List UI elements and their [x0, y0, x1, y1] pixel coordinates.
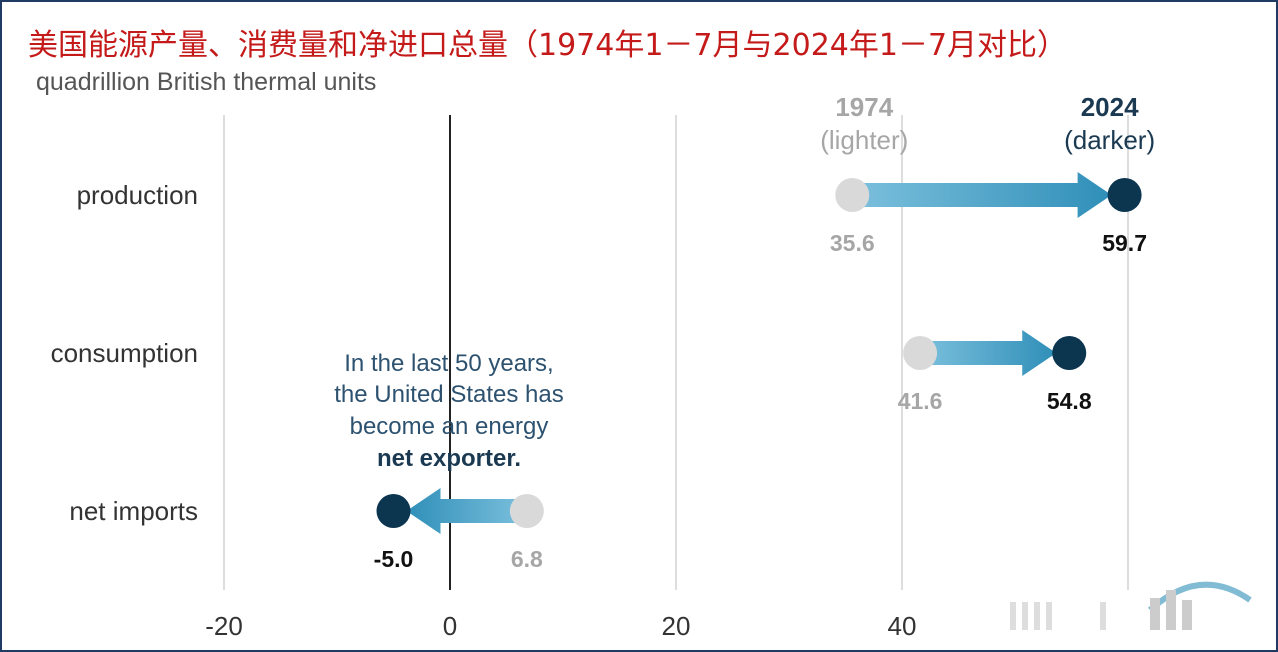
- point-1974-net-imports: [509, 494, 544, 528]
- annotation-line-2: the United States has: [334, 381, 563, 408]
- point-1974-production: [835, 178, 870, 212]
- value-label-1974: 41.6: [898, 388, 943, 414]
- marks-layer: 35.6 59.7 41.6 54.8 6.8 -5.0: [374, 172, 1147, 572]
- category-label-net-imports: net imports: [69, 496, 198, 526]
- chart-title: 美国能源产量、消费量和净进口总量（1974年1－7月与2024年1－7月对比）: [28, 28, 1068, 63]
- value-label-2024: 54.8: [1047, 388, 1092, 414]
- annotation-line-1: In the last 50 years,: [344, 350, 553, 377]
- annotation-line-3: become an energy: [350, 413, 549, 440]
- legend-1974-year: 1974: [835, 92, 893, 122]
- legend-2024-year: 2024: [1081, 92, 1139, 122]
- legend-1974-note: (lighter): [820, 125, 908, 155]
- x-tick-label: -20: [205, 611, 243, 641]
- legend-2024-note: (darker): [1064, 125, 1155, 155]
- value-label-1974: 35.6: [830, 230, 875, 256]
- arrow-net-imports: [406, 488, 527, 534]
- chart-subtitle: quadrillion British thermal units: [36, 68, 377, 96]
- arrow-consumption: [920, 330, 1057, 376]
- value-label-1974: 6.8: [511, 546, 543, 572]
- annotation-bold-line: net exporter.: [377, 445, 521, 472]
- x-tick-label: 0: [443, 611, 457, 641]
- point-2024-consumption: [1052, 336, 1087, 370]
- x-tick-label: 40: [888, 611, 917, 641]
- annotation: In the last 50 years, the United States …: [334, 350, 563, 472]
- x-tick-label: 20: [662, 611, 691, 641]
- category-labels: production consumption net imports: [51, 180, 198, 526]
- value-label-2024: -5.0: [374, 546, 414, 572]
- category-label-consumption: consumption: [51, 338, 198, 368]
- point-2024-production: [1107, 178, 1142, 212]
- legend: 1974 (lighter) 2024 (darker): [820, 92, 1155, 155]
- point-1974-consumption: [903, 336, 938, 370]
- value-label-2024: 59.7: [1102, 230, 1147, 256]
- arrow-production: [852, 172, 1112, 218]
- watermark-logo: [1010, 581, 1252, 630]
- point-2024-net-imports: [376, 494, 411, 528]
- category-label-production: production: [77, 180, 198, 210]
